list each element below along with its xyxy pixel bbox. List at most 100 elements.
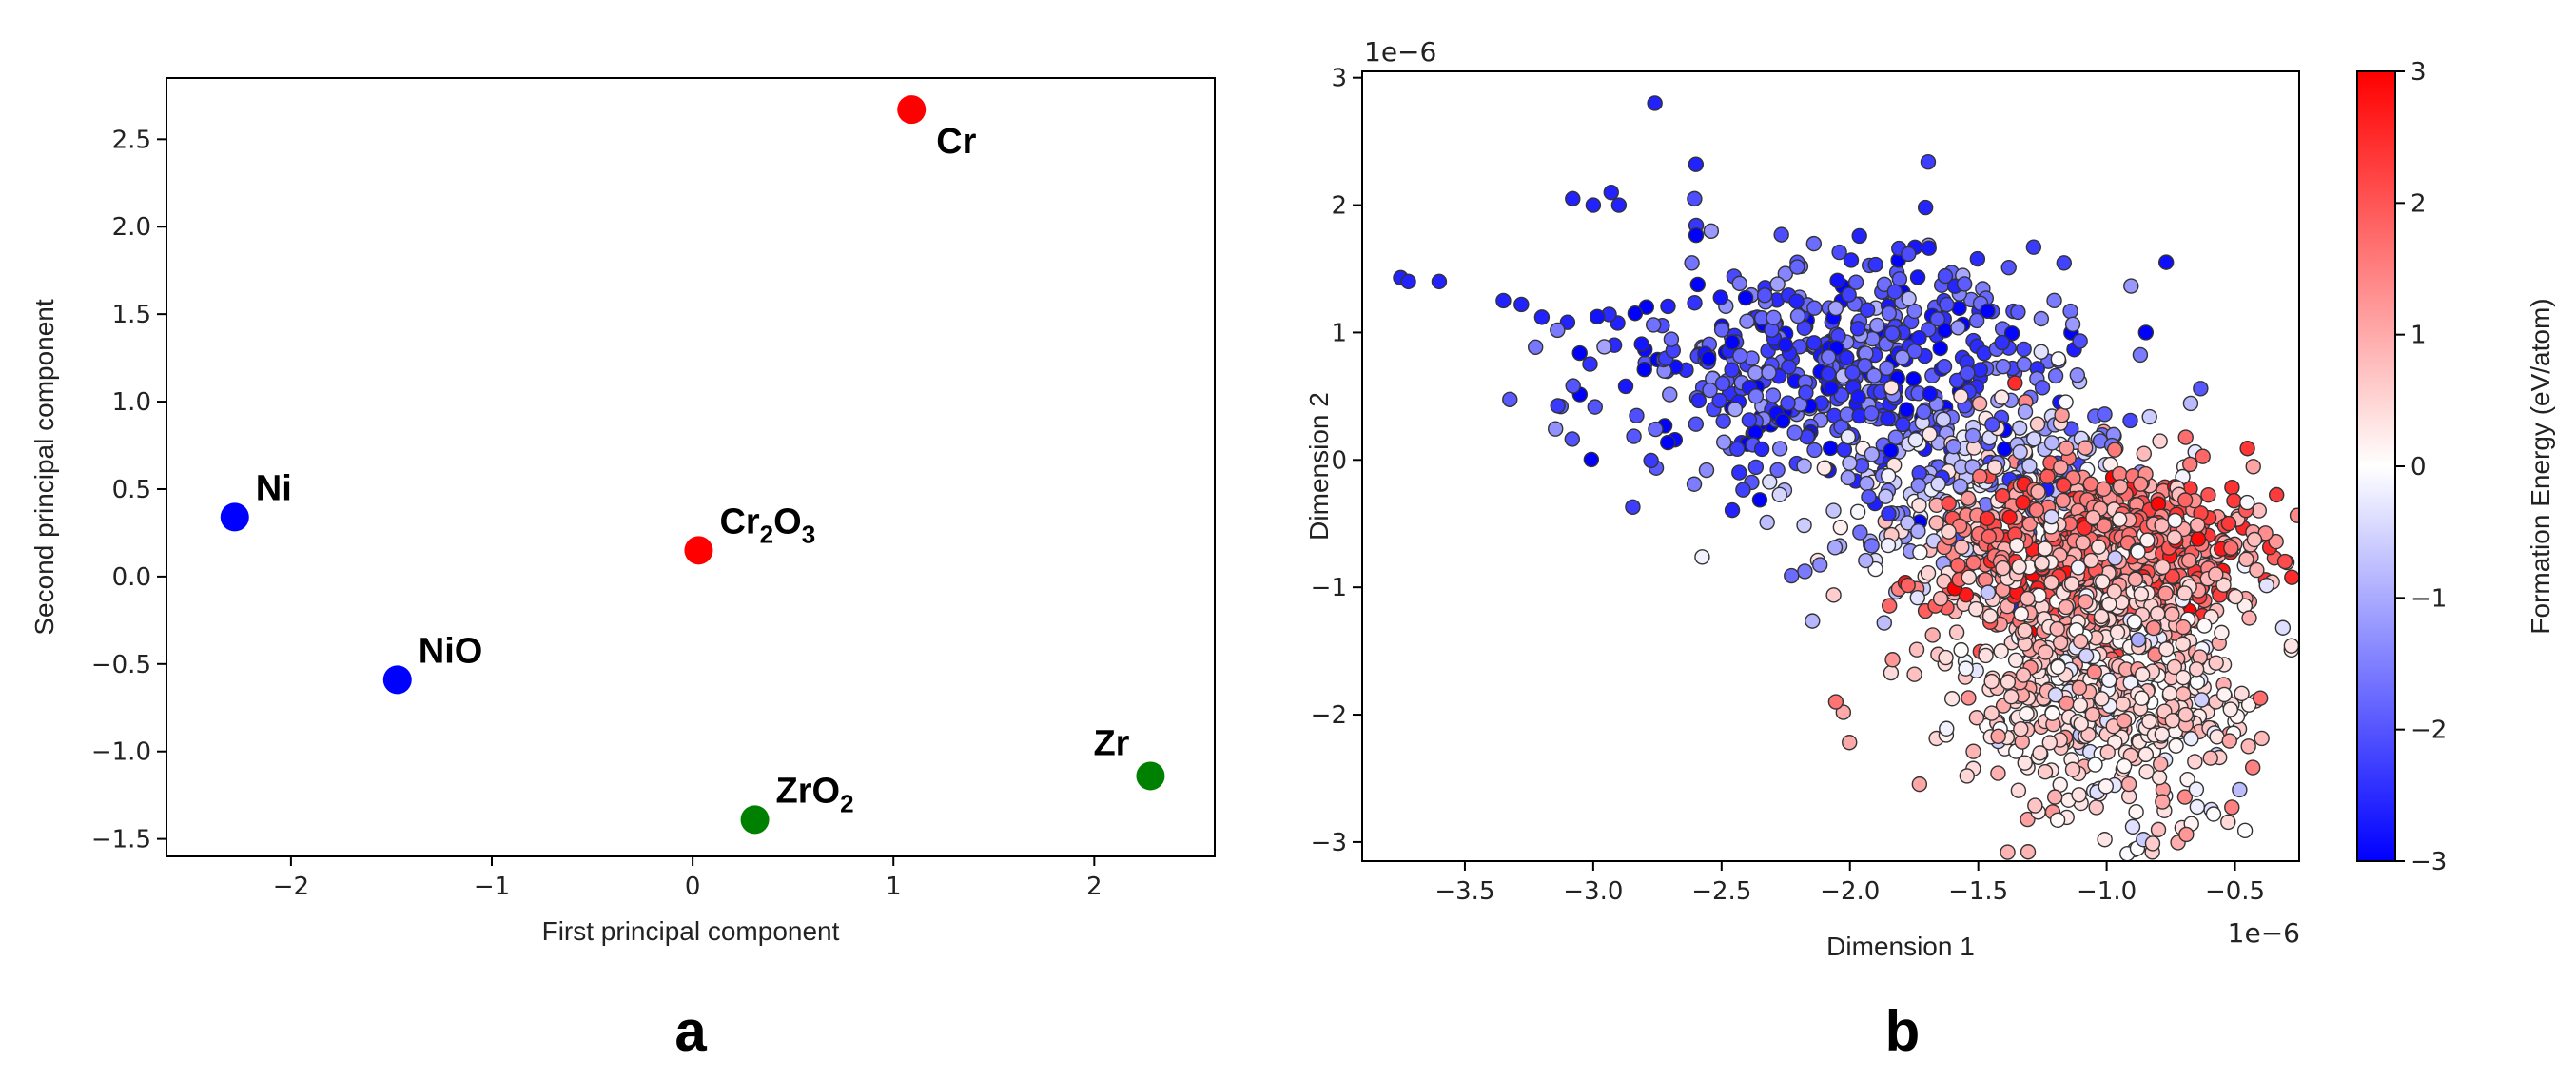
- scatter-point: [1571, 344, 1588, 362]
- scatter-point: [1589, 308, 1606, 325]
- scatter-point: [1821, 365, 1837, 383]
- scatter-point: [1965, 743, 1981, 759]
- scatter-point: [1956, 276, 1973, 292]
- scatter-point: [1687, 190, 1703, 207]
- scatter-point: [1603, 184, 1619, 201]
- scatter-point: [2126, 614, 2143, 630]
- scatter-point: [2132, 346, 2149, 364]
- scatter-point: [1911, 776, 1928, 793]
- scatter-point: [1550, 322, 1566, 339]
- scatter-point: [2017, 755, 2033, 771]
- scatter-point: [1883, 442, 1899, 459]
- scatter-point: [2136, 445, 2152, 462]
- scatter-point: [1971, 395, 1988, 412]
- scatter-point: [2202, 750, 2218, 766]
- scatter-point: [1876, 276, 1893, 293]
- scatter-point: [1796, 517, 1812, 534]
- scatter-point: [1716, 434, 1732, 450]
- scatter-point: [2164, 712, 2181, 729]
- scatter-point: [1906, 666, 1922, 682]
- scatter-point: [2021, 458, 2038, 474]
- scatter-point: [2070, 560, 2087, 576]
- scatter-point: [2049, 812, 2066, 828]
- scatter-point: [2208, 566, 2224, 582]
- y-tick-label: −1.0: [91, 738, 151, 767]
- scatter-point: [1747, 388, 1765, 404]
- scatter-point: [1759, 514, 1775, 531]
- scatter-point: [2043, 509, 2059, 525]
- scatter-point: [1909, 589, 1925, 606]
- scatter-point: [1769, 276, 1786, 292]
- point-label: Cr2O3: [719, 501, 815, 548]
- scatter-point: [1626, 428, 1642, 444]
- scatter-point: [2101, 672, 2117, 689]
- scatter-point: [2015, 667, 2032, 683]
- scatter-point: [2178, 826, 2195, 843]
- scatter-point: [2028, 501, 2045, 519]
- scatter-point: [2082, 476, 2099, 492]
- scatter-point: [2030, 483, 2046, 500]
- scatter-point: [2284, 569, 2299, 585]
- scatter-point: [2099, 744, 2116, 760]
- scatter-point: [1714, 375, 1731, 392]
- scatter-point: [1930, 476, 1946, 492]
- scatter-point: [1747, 459, 1765, 476]
- scatter-point: [1796, 320, 1813, 337]
- colorbar-tick-label: 1: [2410, 322, 2427, 350]
- colorbar-tick-label: −3: [2410, 848, 2447, 876]
- scatter-point: [2050, 351, 2067, 367]
- scatter-point: [2182, 456, 2198, 473]
- scatter-point: [2111, 465, 2128, 482]
- scatter-point: [1550, 398, 1566, 414]
- scatter-point: [1610, 197, 1628, 213]
- scatter-point: [2232, 781, 2248, 798]
- scatter-point: [2020, 844, 2037, 860]
- scatter-point: [1978, 572, 1994, 588]
- scatter-point: [2084, 706, 2101, 723]
- scatter-point: [2215, 577, 2232, 593]
- scatter-point: [2176, 686, 2192, 702]
- scatter-point: [1741, 412, 1758, 428]
- scatter-point: [1869, 317, 1885, 334]
- chart-a-plot-area: [166, 77, 1216, 857]
- scatter-point: [1827, 300, 1844, 317]
- scatter-point: [2106, 442, 2123, 458]
- colorbar-ticks: −3 −2 −1 0 1 2 3: [2395, 58, 2447, 876]
- chart-b-x-axis: −3.5 −3.0 −2.5 −2.0 −1.5 −1.0 −0.5: [1434, 861, 2265, 906]
- scatter-point: [2157, 254, 2175, 270]
- scatter-point: [1711, 392, 1727, 409]
- scatter-point: [2224, 799, 2240, 816]
- scatter-point: [2019, 705, 2035, 722]
- scatter-point: [1922, 385, 1939, 403]
- scatter-point: [2044, 705, 2060, 721]
- x-tick-label: 1: [886, 873, 902, 901]
- scatter-point: [1565, 190, 1581, 207]
- scatter-point: [2088, 799, 2104, 816]
- scatter-point: [2027, 797, 2043, 814]
- colorbar: −3 −2 −1 0 1 2 3 Formation Energy (eV/atom): [2356, 58, 2555, 876]
- y-tick-label: −3: [1311, 829, 1347, 857]
- scatter-point: [2205, 806, 2222, 822]
- scatter-point: [1880, 537, 1897, 554]
- scatter-point: [2010, 782, 2027, 798]
- scatter-point: [1806, 442, 1823, 459]
- colorbar-tick-label: −2: [2410, 717, 2447, 745]
- scatter-point: [1953, 388, 1969, 404]
- scatter-point: [1713, 322, 1730, 338]
- scatter-point: [2188, 781, 2205, 797]
- y-tick-label: −2: [1311, 701, 1347, 730]
- scatter-point: [2071, 787, 2087, 803]
- scatter-point: [1981, 528, 1998, 545]
- scatter-point: [2091, 539, 2107, 555]
- y-tick-label: 1.0: [112, 388, 151, 417]
- scatter-point: [2189, 517, 2206, 533]
- scatter-point: [2145, 619, 2162, 637]
- scatter-point: [2193, 381, 2209, 397]
- scatter-point: [2050, 658, 2066, 676]
- scatter-point: [2054, 407, 2070, 423]
- scatter-point: [1948, 624, 1965, 640]
- scatter-point: [1690, 392, 1707, 409]
- scatter-point: [2049, 620, 2065, 638]
- scatter-point: [1981, 608, 1999, 624]
